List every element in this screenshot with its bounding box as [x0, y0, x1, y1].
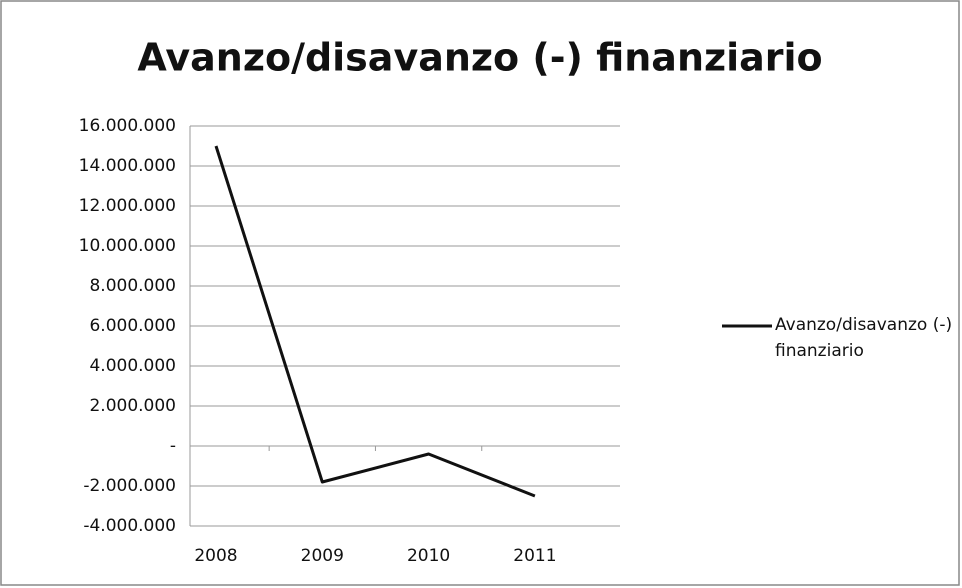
chart-title: Avanzo/disavanzo (-) finanziario — [137, 36, 822, 80]
y-tick-label: 6.000.000 — [89, 316, 176, 336]
y-tick-label: 16.000.000 — [79, 116, 176, 136]
x-tick-label: 2010 — [407, 546, 450, 566]
x-tick-label: 2008 — [194, 546, 237, 566]
y-tick-label: 2.000.000 — [89, 396, 176, 416]
y-tick-label: 14.000.000 — [79, 156, 176, 176]
y-tick-label: 12.000.000 — [79, 196, 176, 216]
data-line — [214, 145, 536, 498]
y-tick-label: -2.000.000 — [83, 476, 176, 496]
y-tick-label: - — [170, 436, 176, 456]
y-tick-label: 8.000.000 — [89, 276, 176, 296]
x-tick-label: 2011 — [513, 546, 556, 566]
y-tick-label: -4.000.000 — [83, 516, 176, 536]
y-tick-label: 4.000.000 — [89, 356, 176, 376]
legend-label: Avanzo/disavanzo (-) finanziario — [775, 315, 953, 361]
y-tick-label: 10.000.000 — [79, 236, 176, 256]
x-tick-label: 2009 — [301, 546, 344, 566]
